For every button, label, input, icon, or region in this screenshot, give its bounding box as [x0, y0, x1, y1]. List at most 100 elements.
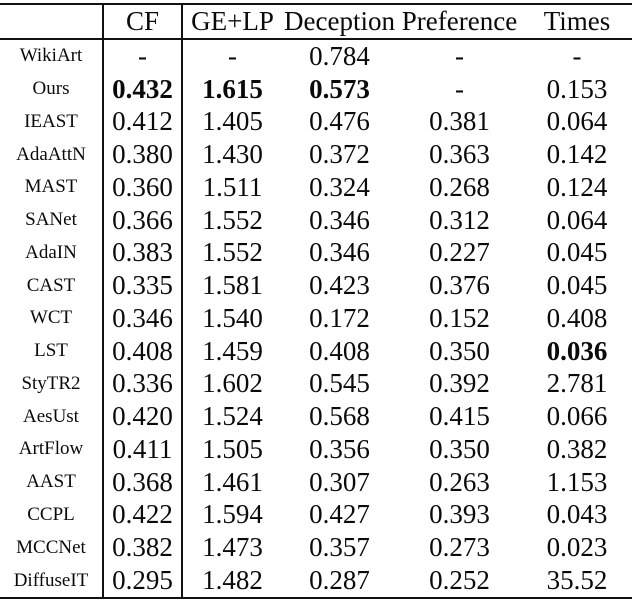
value-cell: 1.430: [202, 139, 263, 170]
row-label: CAST: [0, 269, 104, 303]
value-cell: 1.153: [546, 466, 608, 497]
value-cell: 0.408: [546, 302, 608, 333]
value-cell: 1.405: [202, 106, 263, 137]
row-label: DiffuseIT: [0, 564, 104, 598]
metrics-comparison-table: CF GE+LP Deception Preference Times Wiki…: [0, 3, 632, 599]
table-row: IEAST 0.412 1.405 0.476 0.381 0.064: [0, 105, 632, 139]
col-header-blank: [0, 4, 104, 39]
value-cell: 0.432: [103, 72, 183, 106]
value-cell: 1.482: [202, 565, 263, 596]
row-label: AAST: [0, 465, 104, 499]
value-cell: 0.350: [429, 433, 490, 464]
value-cell: 0.335: [103, 269, 183, 303]
table-row: AdaAttN 0.380 1.430 0.372 0.363 0.142: [0, 138, 632, 172]
table-row: ArtFlow 0.411 1.505 0.356 0.350 0.382: [0, 433, 632, 466]
value-cell: 0.408: [103, 334, 183, 368]
value-cell: 0.064: [546, 204, 608, 235]
row-label: MAST: [0, 171, 104, 204]
row-label: StyTR2: [0, 367, 104, 401]
value-cell: 0.366: [103, 203, 183, 237]
value-cell: 1.602: [202, 368, 263, 399]
value-cell: 0.142: [546, 139, 608, 170]
value-cell: 0.411: [103, 433, 183, 466]
value-cell: 0.153: [546, 73, 608, 104]
value-cell: 0.336: [103, 367, 183, 401]
value-cell: 0.324: [309, 171, 370, 202]
row-label: Ours: [0, 72, 104, 106]
value-cell: 0.545: [309, 368, 370, 399]
value-cell: 0.382: [103, 531, 183, 565]
row-label: MCCNet: [0, 531, 104, 565]
value-cell: 0.312: [429, 204, 490, 235]
value-cell: 0.252: [429, 565, 490, 596]
value-cell: 0.023: [546, 532, 608, 563]
value-cell: 0.372: [309, 139, 370, 170]
value-cell: 0.415: [429, 401, 490, 432]
value-cell: 0.287: [309, 565, 370, 596]
row-label: WikiArt: [0, 39, 104, 73]
table-row: AAST 0.368 1.461 0.307 0.263 1.153: [0, 465, 632, 499]
value-cell: 1.461: [202, 466, 263, 497]
value-cell: 0.573: [309, 73, 370, 104]
value-cell: 0.363: [429, 139, 490, 170]
value-cell: 1.552: [202, 237, 263, 268]
value-cell: 0.346: [309, 237, 370, 268]
table-body: WikiArt - -0.784- - Ours 0.432 1.615 0.573-0.15…: [0, 39, 632, 598]
value-cell: 0.423: [309, 270, 370, 301]
value-cell: 0.427: [309, 499, 370, 530]
value-cell: 0.045: [546, 270, 608, 301]
value-cell: 0.422: [103, 498, 183, 532]
value-cell: 0.360: [103, 171, 183, 204]
value-cell: 0.307: [309, 466, 370, 497]
value-cell: 0.064: [546, 106, 608, 137]
value-cell: 1.615: [202, 73, 263, 104]
row-label: ArtFlow: [0, 433, 104, 466]
value-cell: 1.540: [202, 302, 263, 333]
col-header-preference: Preference: [401, 6, 518, 36]
row-label: CCPL: [0, 498, 104, 532]
value-cell: 0.408: [309, 335, 370, 366]
value-cell: 1.581: [202, 270, 263, 301]
row-label: SANet: [0, 203, 104, 237]
value-cell: 0.346: [309, 204, 370, 235]
col-header-deception: Deception: [284, 6, 395, 36]
value-cell: 0.420: [103, 400, 183, 434]
table-row: Ours 0.432 1.615 0.573 - 0.153: [0, 72, 632, 106]
value-cell: 0.036: [546, 335, 608, 366]
value-cell: 0.412: [103, 105, 183, 139]
value-cell: 1.473: [202, 532, 263, 563]
table-row: SANet 0.366 1.552 0.346 0.312 0.064: [0, 203, 632, 237]
table-row: AdaIN 0.383 1.552 0.346 0.227 0.045: [0, 236, 632, 270]
row-label: AdaIN: [0, 236, 104, 270]
value-cell: -: [228, 40, 237, 71]
value-cell: 0.172: [309, 302, 370, 333]
value-cell: 0.273: [429, 532, 490, 563]
row-label: AesUst: [0, 400, 104, 434]
header-row: CF GE+LP Deception Preference Times: [0, 4, 632, 39]
row-label: WCT: [0, 302, 104, 335]
value-cell: 0.392: [429, 368, 490, 399]
value-cell: -: [455, 73, 464, 104]
value-cell: 0.383: [103, 236, 183, 270]
table-row: MAST 0.360 1.511 0.324 0.268 0.124: [0, 171, 632, 204]
value-cell: 0.295: [103, 564, 183, 598]
value-cell: 1.459: [202, 335, 263, 366]
col-header-gelp: GE+LP: [191, 6, 274, 36]
value-cell: 0.376: [429, 270, 490, 301]
col-header-times: Times: [543, 6, 611, 36]
value-cell: 1.524: [202, 401, 263, 432]
value-cell: 0.368: [103, 465, 183, 499]
value-cell: 0.784: [309, 40, 370, 71]
value-cell: 0.152: [429, 302, 490, 333]
value-cell: -: [455, 40, 464, 71]
table-row: DiffuseIT 0.295 1.482 0.287 0.252 35.52: [0, 564, 632, 598]
value-cell: 0.350: [429, 335, 490, 366]
value-cell: 0.476: [309, 106, 370, 137]
table-row: AesUst 0.420 1.524 0.568 0.415 0.066: [0, 400, 632, 434]
value-cell: 1.505: [202, 433, 263, 464]
value-cell: 0.043: [546, 499, 608, 530]
value-cell: 0.356: [309, 433, 370, 464]
table-row: WCT 0.346 1.540 0.172 0.152 0.408: [0, 302, 632, 335]
table-row: StyTR2 0.336 1.602 0.545 0.392 2.781: [0, 367, 632, 401]
